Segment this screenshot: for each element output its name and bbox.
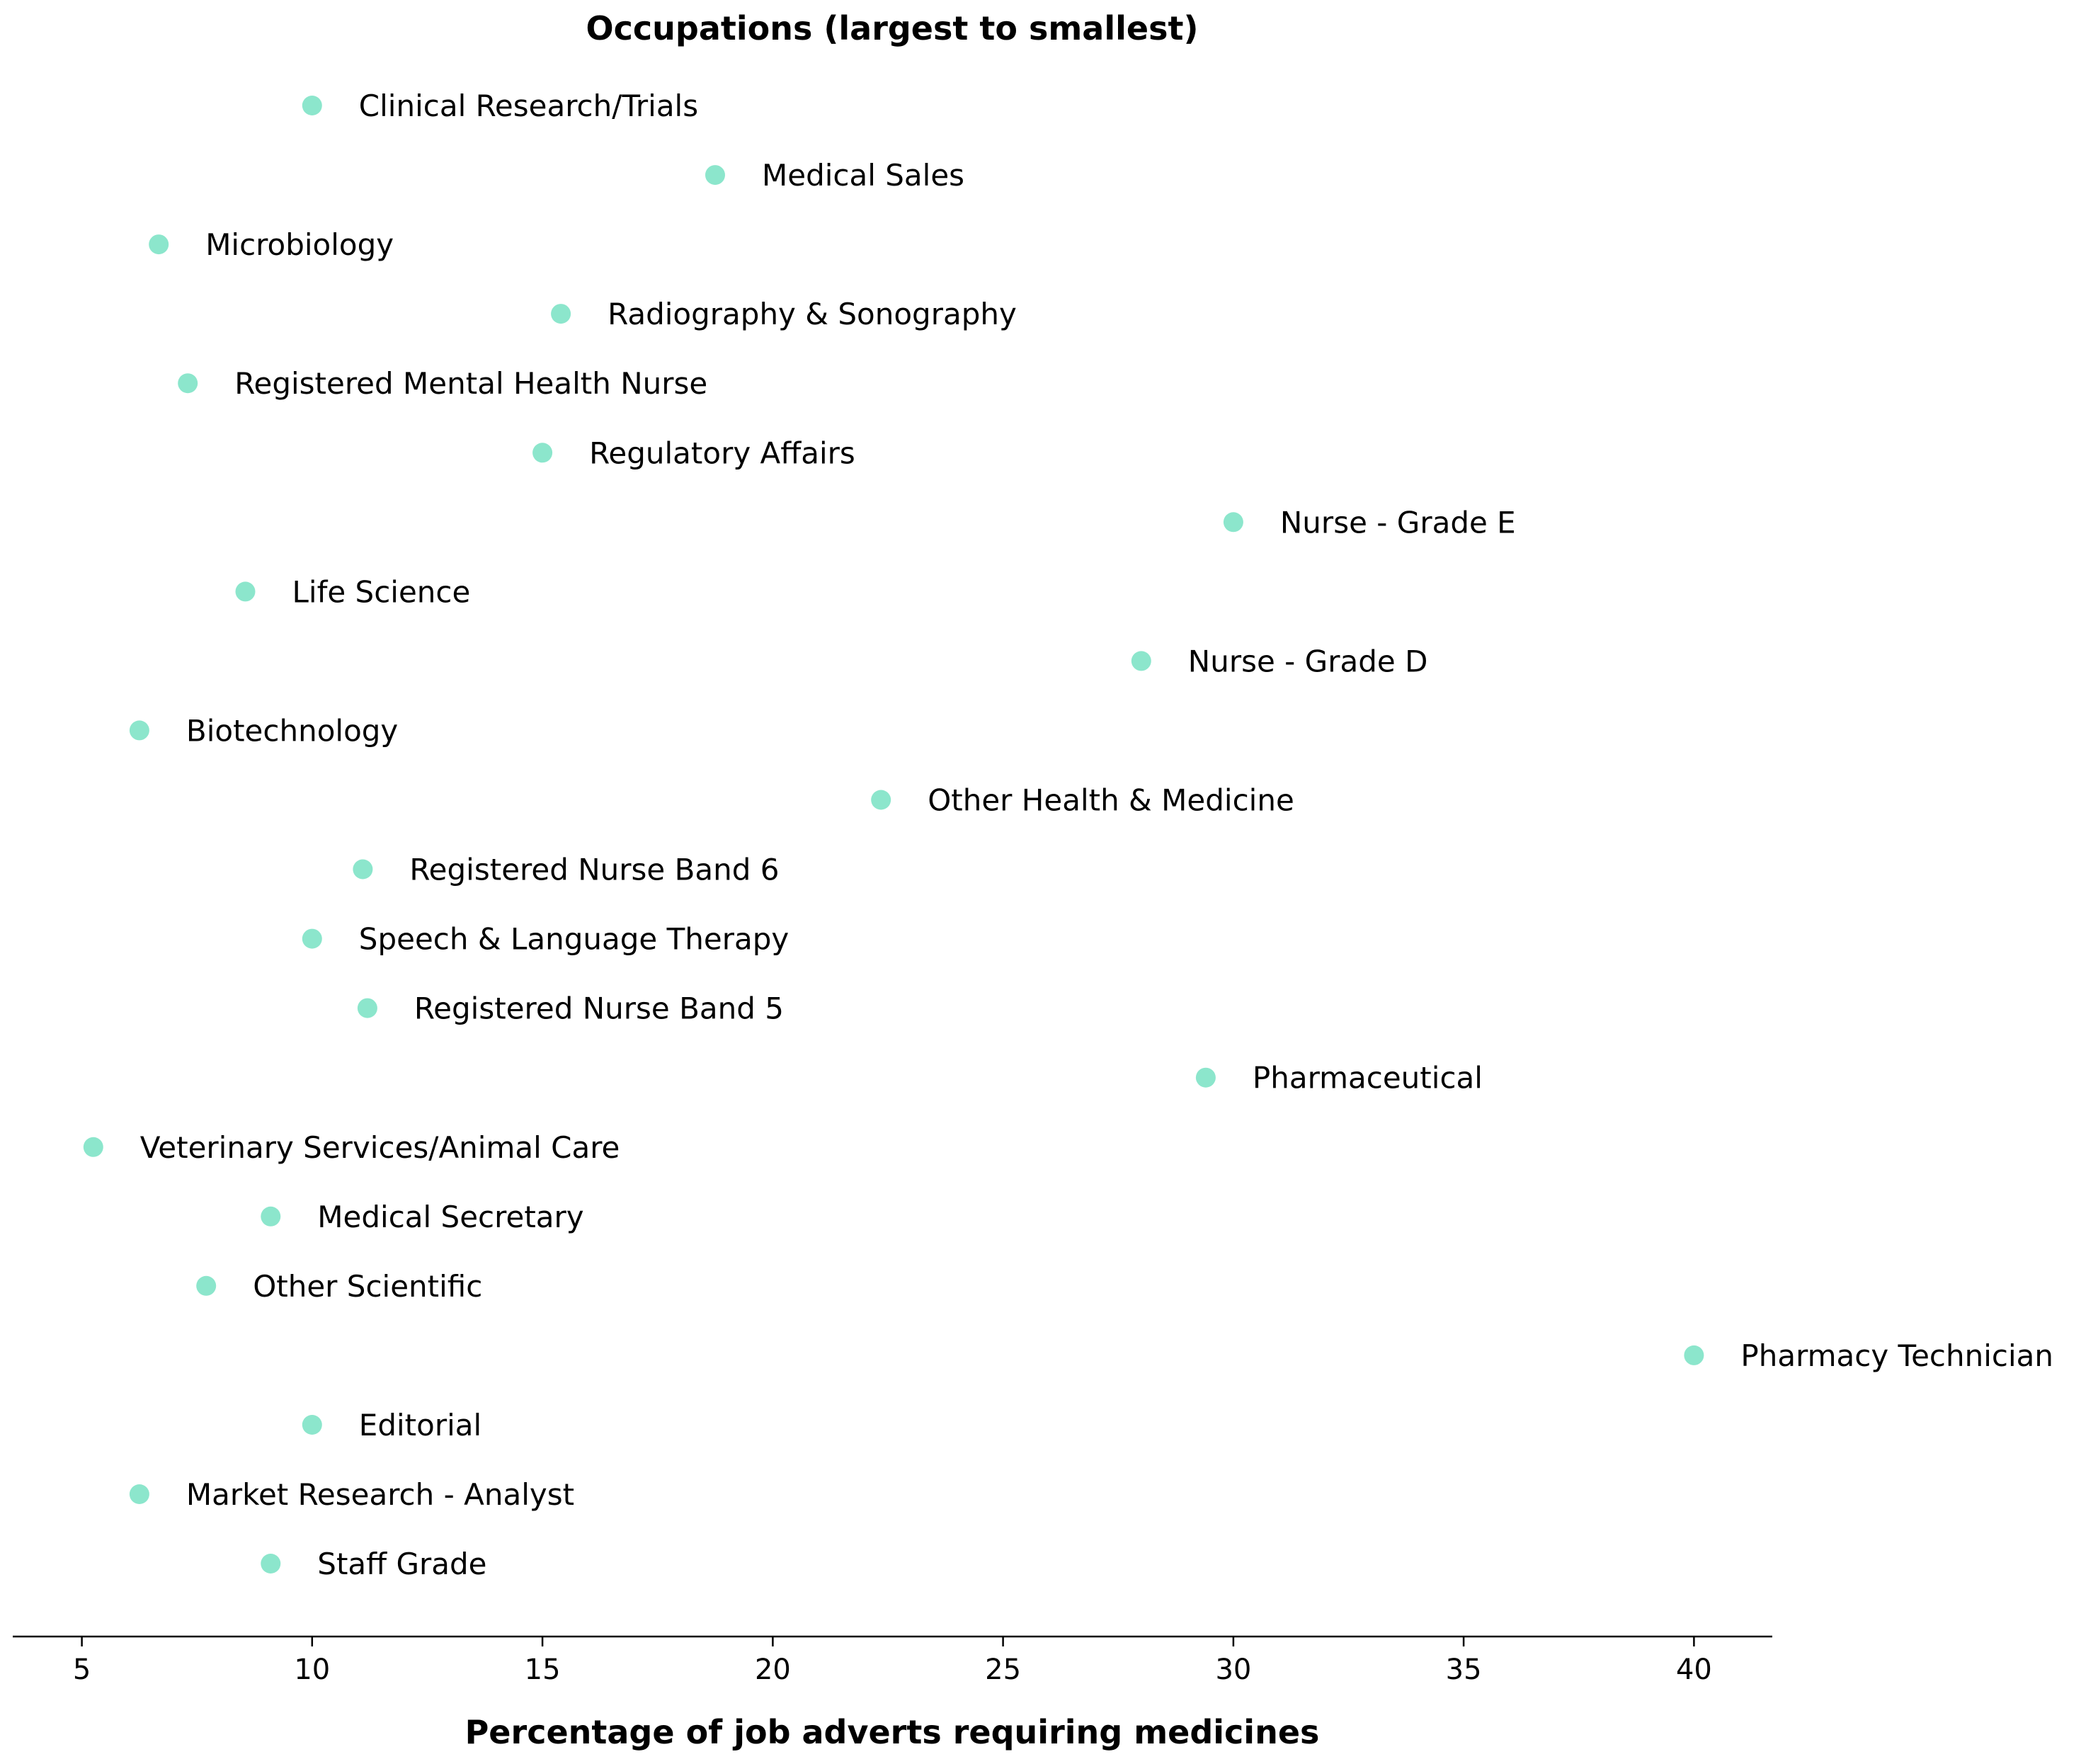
point-marker [1195, 1067, 1216, 1088]
data-point: Microbiology [149, 227, 394, 262]
data-point: Registered Nurse Band 5 [357, 991, 784, 1026]
data-point: Staff Grade [261, 1547, 487, 1581]
point-marker [302, 928, 322, 949]
point-marker [353, 859, 373, 880]
point-label: Nurse - Grade E [1280, 505, 1516, 540]
data-point: Nurse - Grade D [1131, 644, 1428, 678]
point-label: Pharmaceutical [1253, 1061, 1483, 1096]
x-tick-label: 10 [294, 1654, 330, 1686]
data-point: Registered Nurse Band 6 [353, 853, 780, 887]
point-label: Staff Grade [317, 1547, 486, 1581]
data-point: Pharmacy Technician [1684, 1338, 2053, 1373]
x-tick-label: 5 [73, 1654, 91, 1686]
point-marker [357, 998, 377, 1018]
point-label: Biotechnology [186, 713, 398, 748]
data-point: Speech & Language Therapy [302, 922, 789, 957]
x-tick-label: 30 [1215, 1654, 1251, 1686]
point-label: Microbiology [205, 227, 394, 262]
x-tick-label: 25 [985, 1654, 1021, 1686]
point-label: Clinical Research/Trials [359, 89, 698, 123]
points-layer: Clinical Research/Trials Medical Sales Mic… [83, 89, 2053, 1581]
point-label: Market Research - Analyst [186, 1477, 574, 1512]
point-label: Registered Nurse Band 5 [414, 991, 784, 1026]
point-label: Other Health & Medicine [928, 783, 1294, 818]
data-point: Other Health & Medicine [871, 783, 1294, 818]
data-point: Clinical Research/Trials [302, 89, 698, 123]
point-label: Pharmacy Technician [1740, 1338, 2053, 1373]
point-label: Medical Sales [762, 158, 964, 193]
point-label: Radiography & Sonography [608, 297, 1017, 331]
point-label: Speech & Language Therapy [359, 922, 789, 957]
point-marker [196, 1275, 217, 1296]
point-marker [149, 234, 169, 255]
x-tick-label: 35 [1446, 1654, 1482, 1686]
point-label: Nurse - Grade D [1188, 644, 1428, 678]
x-tick-label: 15 [525, 1654, 561, 1686]
point-marker [551, 304, 571, 324]
point-marker [1684, 1345, 1704, 1365]
point-marker [532, 443, 553, 463]
data-point: Nurse - Grade E [1223, 505, 1516, 540]
point-marker [235, 581, 256, 602]
data-point: Medical Secretary [261, 1200, 584, 1234]
data-point: Medical Sales [705, 158, 964, 193]
data-point: Pharmaceutical [1195, 1061, 1483, 1096]
point-marker [302, 96, 322, 115]
point-marker [261, 1206, 281, 1227]
point-label: Registered Mental Health Nurse [234, 366, 707, 401]
data-point: Radiography & Sonography [551, 297, 1017, 331]
x-tick-label: 40 [1676, 1654, 1712, 1686]
point-label: Veterinary Services/Animal Care [140, 1130, 620, 1165]
point-label: Medical Secretary [317, 1200, 583, 1234]
x-axis-ticks: 5 10 15 20 25 30 35 40 [73, 1637, 1712, 1686]
point-label: Life Science [292, 574, 471, 609]
point-marker [1223, 512, 1243, 533]
point-marker [129, 1484, 149, 1504]
data-point: Editorial [302, 1408, 481, 1443]
data-point: Market Research - Analyst [129, 1477, 574, 1512]
point-label: Regulatory Affairs [589, 436, 855, 470]
x-tick-label: 20 [755, 1654, 791, 1686]
point-label: Other Scientific [253, 1269, 482, 1304]
data-point: Regulatory Affairs [532, 436, 855, 470]
data-point: Life Science [235, 574, 471, 609]
point-marker [1131, 651, 1151, 671]
x-axis-label: Percentage of job adverts requiring medi… [465, 1713, 1320, 1751]
point-marker [302, 1415, 322, 1435]
point-marker [261, 1554, 281, 1574]
chart-title: Occupations (largest to smallest) [586, 9, 1199, 47]
point-label: Editorial [359, 1408, 481, 1443]
data-point: Veterinary Services/Animal Care [83, 1130, 620, 1165]
point-marker [129, 720, 149, 741]
point-marker [705, 165, 725, 186]
data-point: Biotechnology [129, 713, 398, 748]
data-point: Registered Mental Health Nurse [178, 366, 707, 401]
point-label: Registered Nurse Band 6 [409, 853, 779, 887]
point-marker [83, 1137, 103, 1157]
point-marker [871, 790, 891, 810]
point-marker [178, 373, 198, 394]
data-point: Other Scientific [196, 1269, 482, 1304]
